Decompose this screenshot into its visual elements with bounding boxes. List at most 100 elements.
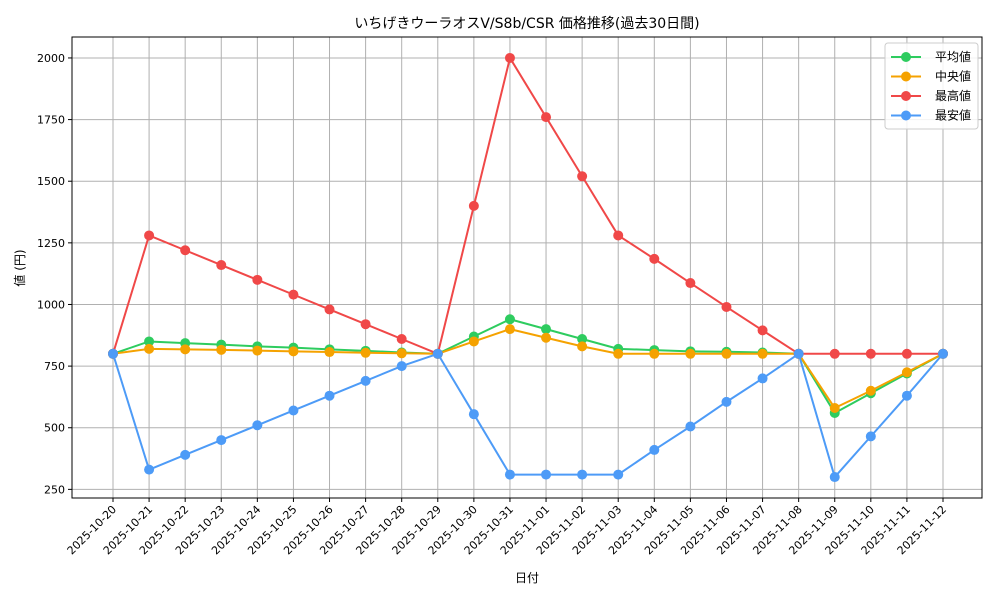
legend-label: 中央値 [935,69,971,84]
data-point[interactable] [432,348,443,359]
data-point[interactable] [468,336,479,347]
data-point[interactable] [793,348,804,359]
data-point[interactable] [757,348,768,359]
data-point[interactable] [577,171,588,182]
legend-label: 最高値 [935,88,971,103]
data-point[interactable] [252,420,263,431]
data-point[interactable] [613,348,624,359]
legend-marker-icon [901,52,911,62]
data-point[interactable] [685,348,696,359]
data-point[interactable] [504,324,515,335]
data-point[interactable] [144,230,155,241]
series-1 [108,324,948,414]
data-point[interactable] [541,332,552,343]
data-point[interactable] [288,346,299,357]
data-point[interactable] [360,347,371,358]
data-point[interactable] [613,469,624,480]
plot-frame [71,36,983,499]
data-point[interactable] [649,444,660,455]
data-point[interactable] [577,333,588,344]
y-tick-label: 250 [44,483,65,496]
x-axis: 2025-10-202025-10-212025-10-222025-10-23… [65,498,949,557]
data-point[interactable] [721,348,732,359]
data-point[interactable] [504,52,515,63]
data-point[interactable] [541,112,552,123]
data-point[interactable] [901,348,912,359]
data-point[interactable] [577,469,588,480]
x-axis-title: 日付 [515,571,539,585]
y-axis: 250 500 750 1000 1250 1500 1750 2000 [37,52,72,496]
data-point[interactable] [649,253,660,264]
data-point[interactable] [541,469,552,480]
legend-frame [884,42,979,130]
data-point[interactable] [180,449,191,460]
data-point[interactable] [685,421,696,432]
data-point[interactable] [252,345,263,356]
data-point[interactable] [216,344,227,355]
legend-marker-icon [901,71,911,82]
data-point[interactable] [108,348,118,359]
series-3 [108,348,948,483]
data-point[interactable] [288,289,299,300]
data-point[interactable] [829,403,840,414]
legend-marker-icon [901,110,911,121]
y-tick-label: 1500 [37,175,65,188]
data-point[interactable] [901,367,912,378]
y-tick-label: 1000 [37,298,65,311]
data-point[interactable] [865,385,876,396]
data-point[interactable] [685,278,696,289]
data-point[interactable] [865,348,876,359]
data-point[interactable] [649,348,660,359]
y-tick-label: 750 [44,360,65,373]
data-point[interactable] [324,304,335,315]
series-line [112,56,943,355]
data-point[interactable] [938,348,948,359]
data-point[interactable] [504,469,515,480]
data-point[interactable] [504,314,515,325]
data-point[interactable] [144,343,155,354]
data-point[interactable] [613,230,624,241]
legend-label: 平均値 [935,49,971,64]
data-point[interactable] [396,348,407,359]
data-point[interactable] [901,390,912,401]
legend-item-3[interactable]: 最安値 [891,108,971,123]
legend-label: 最安値 [935,108,971,123]
data-point[interactable] [396,333,407,344]
data-point[interactable] [216,260,227,271]
data-point[interactable] [541,324,552,335]
data-point[interactable] [721,396,732,407]
data-point[interactable] [757,373,768,384]
legend-item-0[interactable]: 平均値 [891,49,971,64]
y-axis-title: 値 (円) [12,249,27,286]
data-point[interactable] [396,361,407,372]
data-point[interactable] [360,375,371,386]
y-tick-label: 2000 [37,52,65,65]
data-point[interactable] [757,325,768,336]
grid [72,37,982,498]
data-point[interactable] [577,341,588,352]
data-point[interactable] [829,472,840,483]
data-point[interactable] [144,336,155,347]
data-point[interactable] [252,274,263,285]
series-line [112,352,944,479]
data-point[interactable] [721,301,732,312]
data-point[interactable] [468,200,479,211]
legend-item-1[interactable]: 中央値 [891,69,971,84]
data-point[interactable] [180,245,191,256]
data-point[interactable] [865,431,876,442]
data-point[interactable] [324,390,335,401]
data-point[interactable] [468,409,479,420]
legend-item-2[interactable]: 最高値 [891,88,971,103]
data-point[interactable] [180,344,191,355]
data-point[interactable] [360,319,371,330]
data-point[interactable] [144,464,155,475]
data-point[interactable] [288,405,299,416]
y-tick-label: 1250 [37,237,65,250]
data-point[interactable] [829,348,840,359]
data-point[interactable] [216,435,227,446]
series-layer [108,52,948,483]
data-point[interactable] [324,347,335,358]
